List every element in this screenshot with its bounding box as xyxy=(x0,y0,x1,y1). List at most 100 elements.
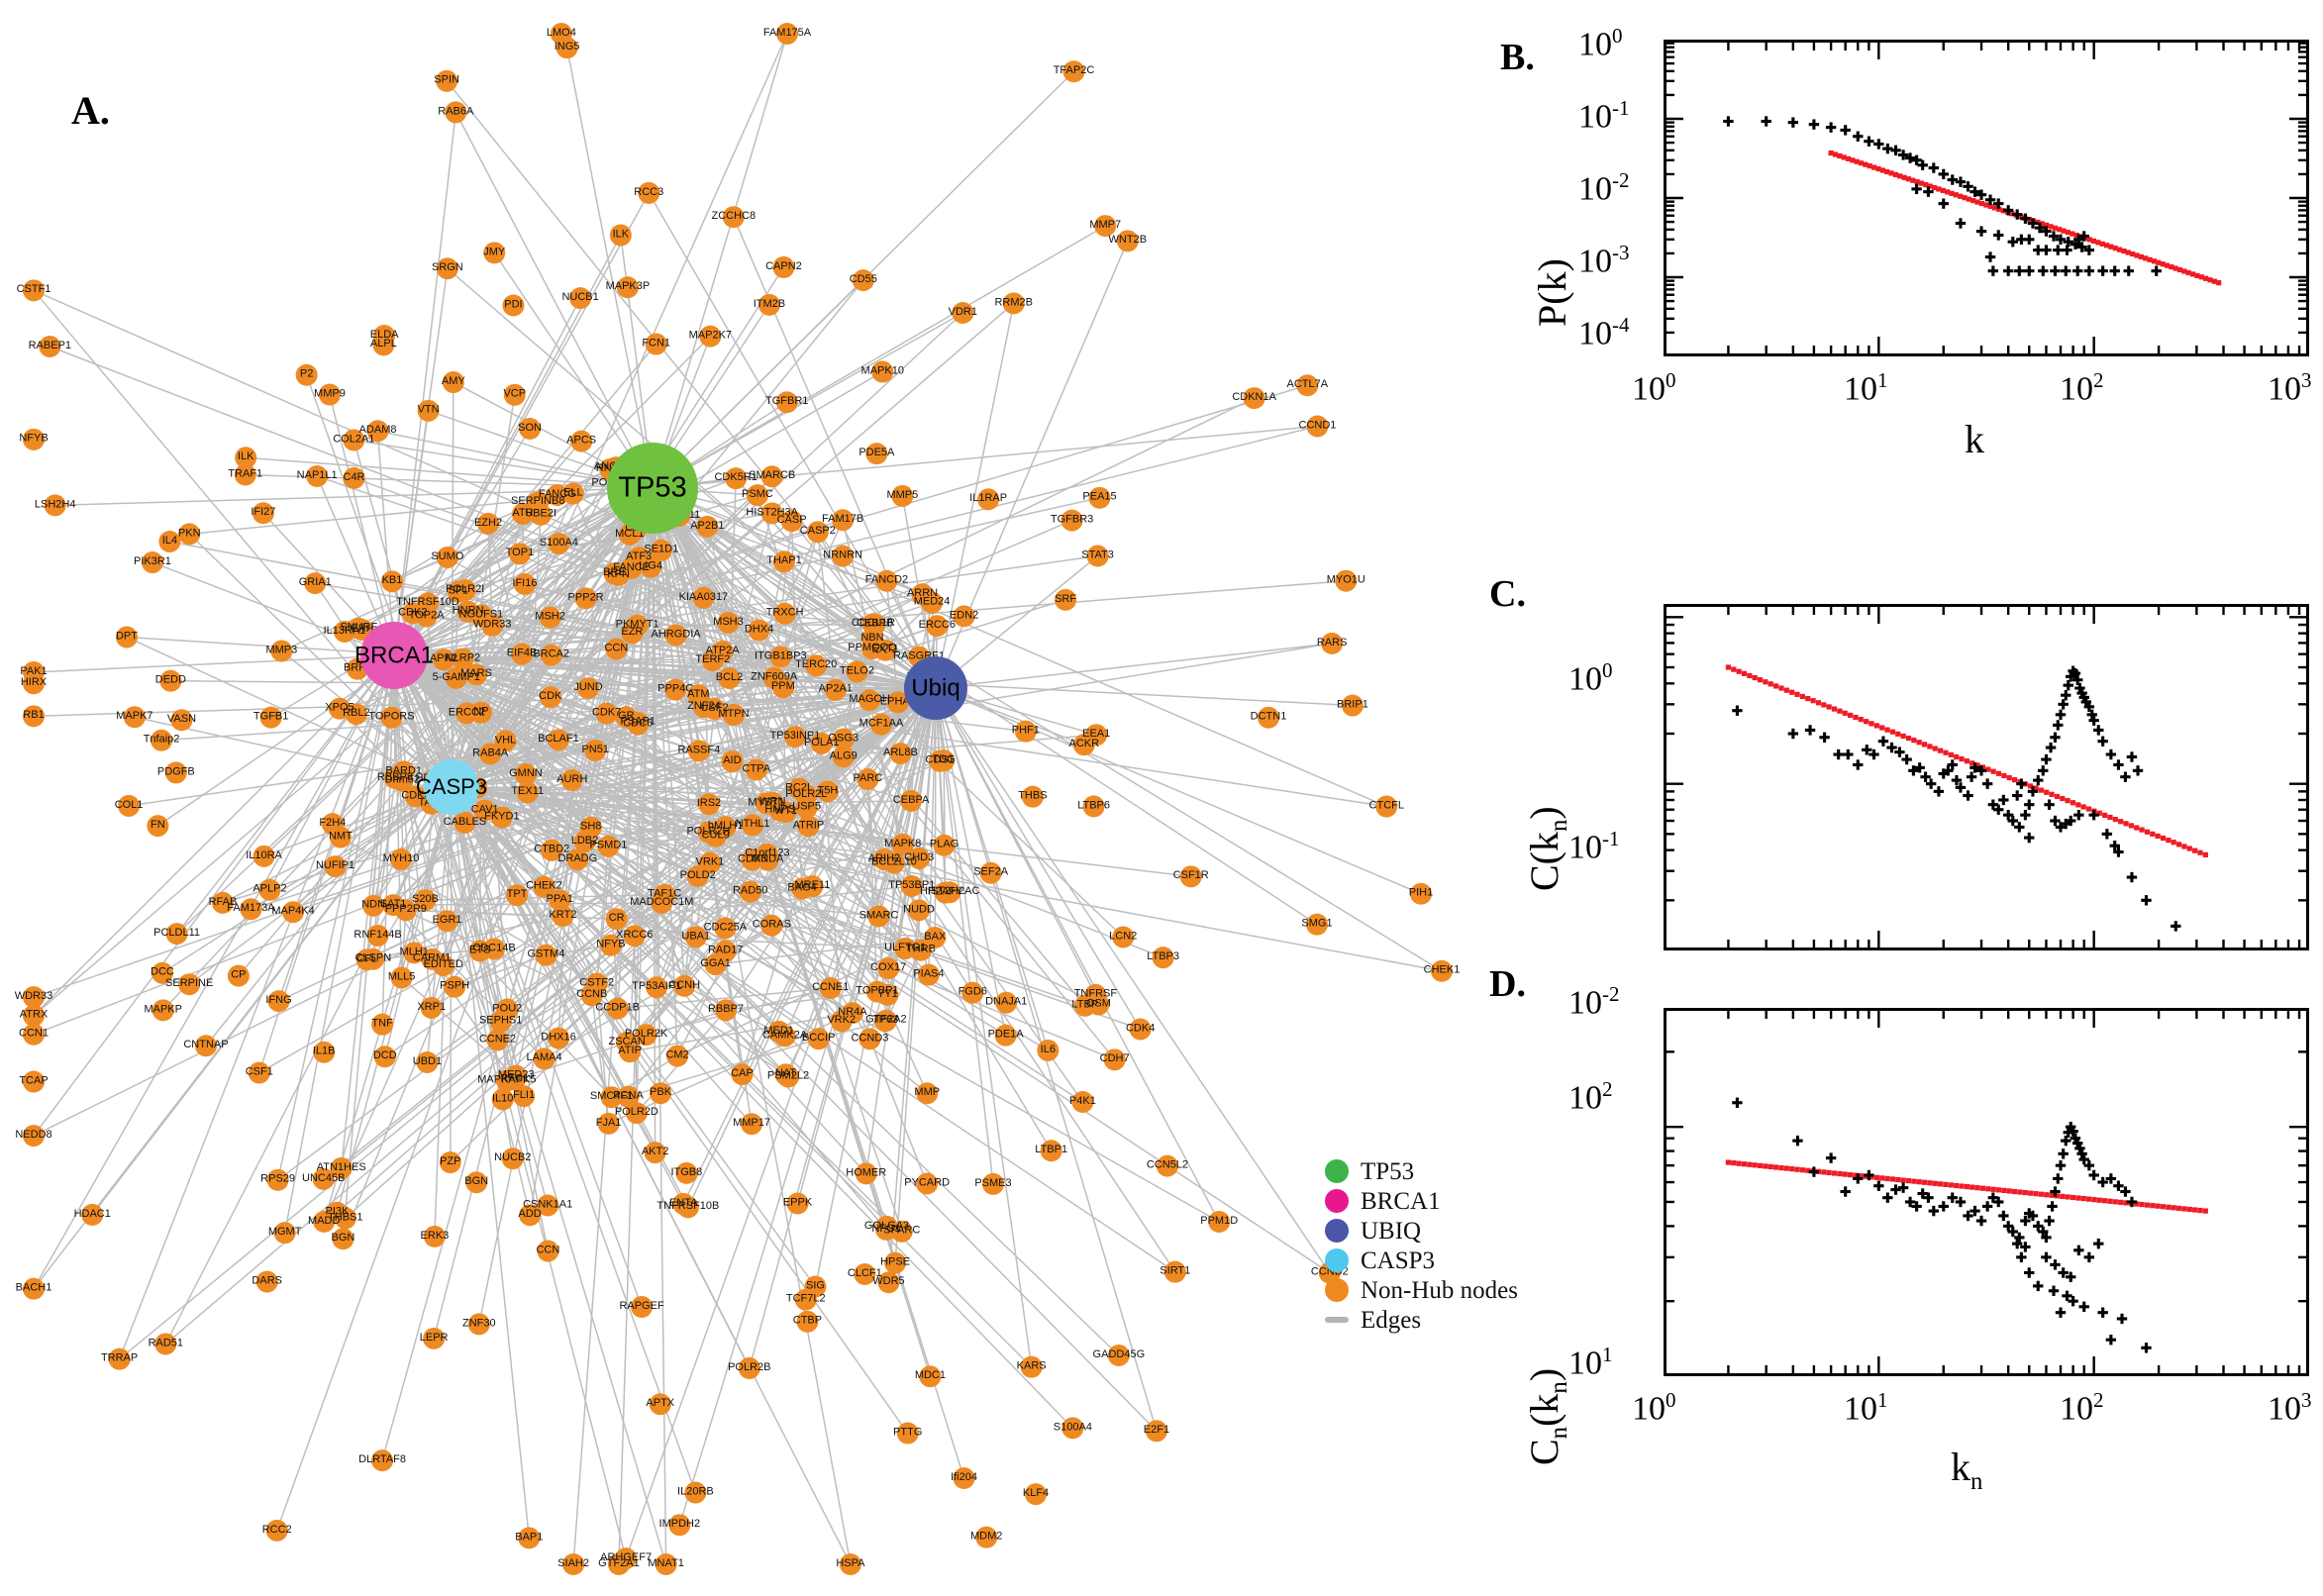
network-node[interactable] xyxy=(366,924,389,947)
network-node[interactable] xyxy=(832,746,855,768)
network-node[interactable] xyxy=(620,556,643,579)
network-node[interactable] xyxy=(617,1085,640,1108)
network-node[interactable] xyxy=(306,464,329,487)
network-node[interactable] xyxy=(436,910,458,933)
network-node[interactable] xyxy=(355,948,378,971)
network-node[interactable] xyxy=(933,749,956,772)
network-node[interactable] xyxy=(1305,913,1328,936)
network-node[interactable] xyxy=(345,703,367,726)
network-node[interactable] xyxy=(23,1070,45,1093)
network-node[interactable] xyxy=(874,639,897,661)
network-node[interactable] xyxy=(513,572,536,595)
network-node[interactable] xyxy=(1410,882,1433,905)
network-node[interactable] xyxy=(867,905,890,928)
network-node[interactable] xyxy=(909,939,932,961)
network-node[interactable] xyxy=(795,796,818,819)
network-node[interactable] xyxy=(560,768,583,791)
network-node[interactable] xyxy=(952,301,974,324)
network-node[interactable] xyxy=(436,69,458,92)
network-node[interactable] xyxy=(699,325,722,348)
network-node[interactable] xyxy=(267,990,290,1013)
network-node[interactable] xyxy=(889,743,912,765)
network-node[interactable] xyxy=(891,833,914,855)
network-node[interactable] xyxy=(977,488,1000,511)
hub-node-tp53[interactable] xyxy=(607,443,698,534)
network-node[interactable] xyxy=(391,769,414,792)
network-node[interactable] xyxy=(717,611,740,634)
network-node[interactable] xyxy=(1129,1018,1152,1041)
network-node[interactable] xyxy=(234,463,256,486)
network-node[interactable] xyxy=(777,1065,800,1088)
network-node[interactable] xyxy=(436,257,458,280)
network-node[interactable] xyxy=(552,905,574,928)
network-node[interactable] xyxy=(738,1356,760,1379)
network-node[interactable] xyxy=(416,1051,439,1073)
network-node[interactable] xyxy=(414,889,437,912)
network-node[interactable] xyxy=(664,678,687,701)
network-node[interactable] xyxy=(760,465,783,488)
network-node[interactable] xyxy=(638,181,660,204)
network-node[interactable] xyxy=(917,963,940,986)
network-node[interactable] xyxy=(147,815,169,838)
network-node[interactable] xyxy=(908,847,931,869)
network-node[interactable] xyxy=(178,973,201,996)
network-node[interactable] xyxy=(533,875,556,898)
network-node[interactable] xyxy=(635,1024,657,1047)
network-node[interactable] xyxy=(994,1024,1017,1047)
network-node[interactable] xyxy=(696,515,719,538)
network-node[interactable] xyxy=(631,1295,654,1318)
network-node[interactable] xyxy=(1061,1417,1084,1440)
network-node[interactable] xyxy=(508,543,531,565)
network-node[interactable] xyxy=(343,466,365,489)
network-node[interactable] xyxy=(830,1010,853,1033)
network-node[interactable] xyxy=(1306,415,1329,438)
network-node[interactable] xyxy=(857,767,879,790)
network-node[interactable] xyxy=(625,1102,648,1125)
network-node[interactable] xyxy=(266,1168,289,1191)
network-node[interactable] xyxy=(655,1553,677,1575)
network-node[interactable] xyxy=(577,677,600,700)
network-node[interactable] xyxy=(832,509,855,532)
network-node[interactable] xyxy=(380,706,403,729)
network-node[interactable] xyxy=(454,811,476,834)
network-node[interactable] xyxy=(595,702,618,725)
network-node[interactable] xyxy=(1341,694,1364,717)
network-node[interactable] xyxy=(417,592,440,615)
network-node[interactable] xyxy=(539,606,561,629)
network-node[interactable] xyxy=(819,977,842,1000)
network-node[interactable] xyxy=(722,703,745,726)
network-node[interactable] xyxy=(772,255,795,278)
network-node[interactable] xyxy=(513,1085,536,1108)
network-node[interactable] xyxy=(483,242,506,264)
network-node[interactable] xyxy=(548,1027,570,1049)
network-node[interactable] xyxy=(687,684,710,707)
network-node[interactable] xyxy=(1062,60,1085,83)
network-node[interactable] xyxy=(151,961,173,984)
network-node[interactable] xyxy=(926,615,949,638)
network-node[interactable] xyxy=(295,363,318,386)
network-node[interactable] xyxy=(645,333,667,355)
network-node[interactable] xyxy=(599,934,622,956)
network-node[interactable] xyxy=(1094,215,1117,238)
network-node[interactable] xyxy=(23,1023,45,1046)
network-node[interactable] xyxy=(566,848,589,871)
network-node[interactable] xyxy=(979,861,1002,884)
network-node[interactable] xyxy=(755,792,777,815)
network-node[interactable] xyxy=(816,780,839,803)
network-node[interactable] xyxy=(362,894,385,917)
network-node[interactable] xyxy=(741,848,763,871)
network-node[interactable] xyxy=(1073,994,1096,1017)
network-node[interactable] xyxy=(871,360,894,383)
network-node[interactable] xyxy=(600,1086,623,1109)
network-node[interactable] xyxy=(502,294,525,317)
network-node[interactable] xyxy=(194,1035,217,1057)
network-node[interactable] xyxy=(773,602,796,625)
network-node[interactable] xyxy=(760,502,783,525)
network-node[interactable] xyxy=(1103,1048,1126,1071)
network-node[interactable] xyxy=(273,1222,296,1245)
network-node[interactable] xyxy=(616,1031,639,1053)
network-node[interactable] xyxy=(240,898,262,921)
network-node[interactable] xyxy=(417,399,440,422)
network-node[interactable] xyxy=(39,336,61,358)
network-node[interactable] xyxy=(1156,1154,1178,1177)
